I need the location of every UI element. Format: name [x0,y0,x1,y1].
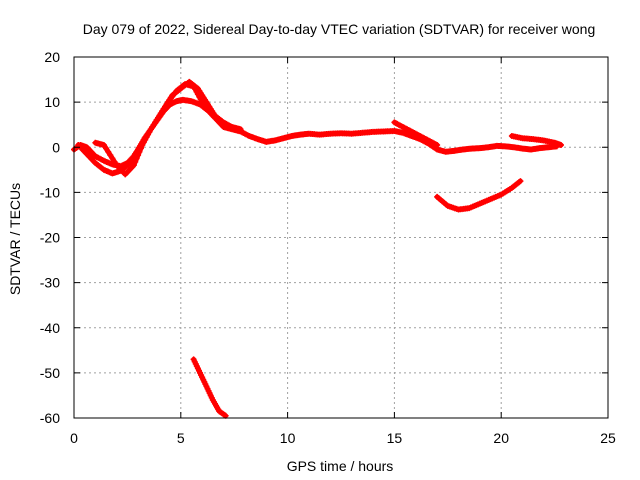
data-point [558,141,565,148]
x-tick-label: 0 [70,430,78,446]
data-point [111,158,118,165]
x-tick-label: 25 [600,430,616,446]
y-axis-label: SDTVAR / TECUs [7,183,23,295]
data-point [221,411,228,418]
data-point [136,148,143,155]
y-tick-label: 0 [52,139,60,155]
data-point [133,155,140,162]
data-point [137,145,144,152]
y-tick-label: -20 [40,230,60,246]
y-tick-label: -60 [40,410,60,426]
series-track-e [508,132,565,148]
y-tick-label: -30 [40,275,60,291]
series-track-d [391,119,441,148]
data-series [71,78,565,419]
data-point [100,141,107,148]
data-point [135,152,142,159]
y-tick-label: 10 [44,94,60,110]
data-point [107,152,114,159]
series-track-c [92,81,227,178]
y-tick-label: 20 [44,49,60,65]
y-tick-label: -10 [40,184,60,200]
x-tick-label: 15 [387,430,403,446]
chart-title: Day 079 of 2022, Sidereal Day-to-day VTE… [83,21,596,37]
data-point [103,145,110,152]
data-point [109,155,116,162]
data-point [220,121,227,128]
x-tick-label: 20 [493,430,509,446]
data-point [105,148,112,155]
x-tick-label: 5 [177,430,185,446]
x-tick-label: 10 [280,430,296,446]
y-tick-label: -50 [40,365,60,381]
data-point [132,158,139,165]
series-track-f [434,178,524,213]
axis-ticks: 0 5 10 15 20 25 20 10 0 -10 -20 -30 -40 -50 -60 [40,49,616,446]
data-point [237,126,244,133]
y-tick-label: -40 [40,320,60,336]
series-track-g [190,356,229,419]
data-point [130,162,137,169]
data-point [434,141,441,148]
data-point [517,178,524,185]
x-axis-label: GPS time / hours [287,458,394,474]
